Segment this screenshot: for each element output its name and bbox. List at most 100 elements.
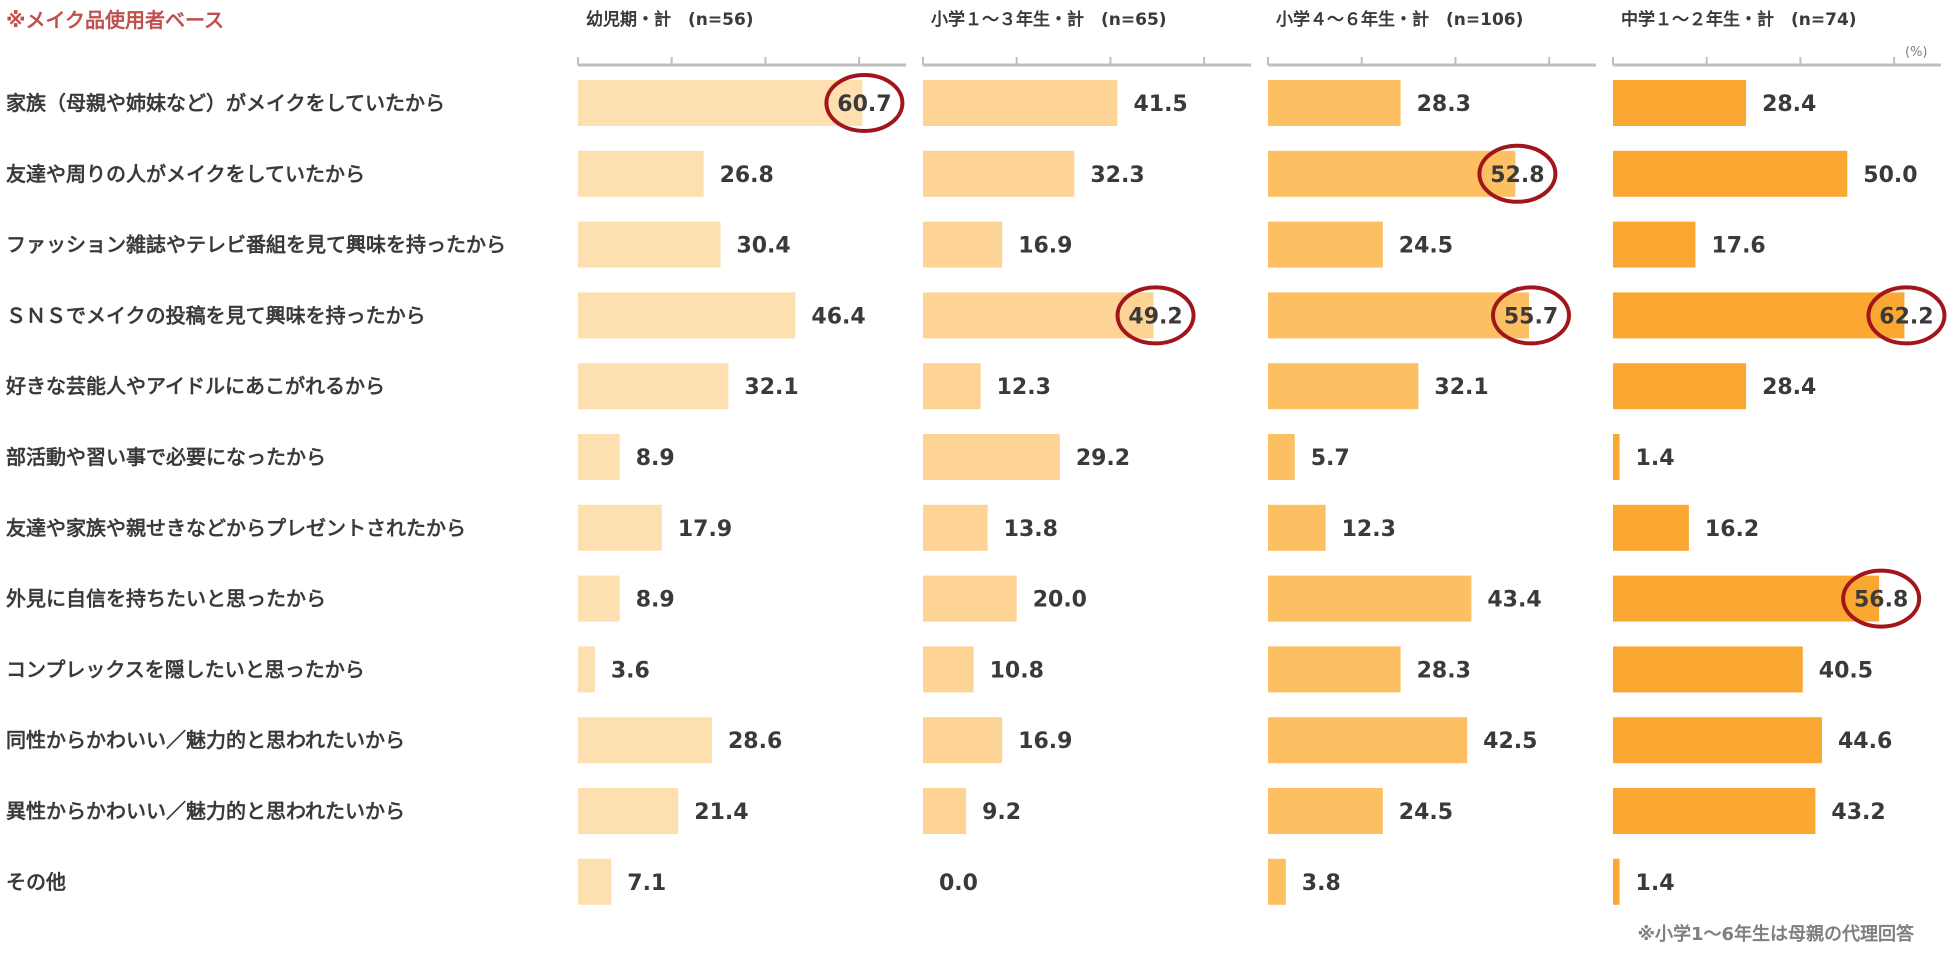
value-label: 62.2 (1879, 304, 1933, 329)
category-label: 異性からかわいい／魅力的と思われたいから (6, 799, 405, 823)
value-label: 41.5 (1133, 92, 1187, 117)
value-label: 24.5 (1399, 234, 1453, 259)
value-label: 30.4 (736, 234, 790, 259)
bar (923, 363, 981, 410)
value-label: 16.2 (1705, 517, 1759, 542)
value-label: 49.2 (1128, 304, 1182, 329)
highlight-circle (1841, 568, 1922, 629)
bar (1268, 504, 1326, 551)
bar (923, 646, 974, 693)
value-label: 26.8 (720, 163, 774, 188)
bar (578, 646, 595, 693)
value-label: 3.6 (611, 658, 650, 683)
category-label: 外見に自信を持ちたいと思ったから (6, 587, 326, 611)
bar (1613, 150, 1848, 197)
panel-title: 小学１～３年生・計 (n=65) (931, 9, 1167, 30)
bar (578, 788, 679, 834)
bar (923, 575, 1017, 622)
bar (1268, 434, 1295, 480)
value-label: 42.5 (1483, 729, 1537, 754)
value-label: 29.2 (1076, 446, 1130, 471)
category-label: その他 (6, 870, 66, 894)
value-label: 44.6 (1838, 729, 1892, 754)
bar (1268, 717, 1468, 764)
category-label: コンプレックスを隠したいと思ったから (6, 657, 365, 681)
bar (923, 80, 1118, 126)
category-label: 家族（母親や姉妹など）がメイクをしていたから (6, 91, 445, 115)
category-label: ＳＮＳでメイクの投稿を見て興味を持ったから (6, 303, 426, 327)
bar (578, 434, 620, 480)
bar (923, 292, 1154, 339)
bar (578, 858, 612, 905)
value-label: 60.7 (837, 92, 891, 117)
value-label: 13.8 (1004, 517, 1058, 542)
value-label: 55.7 (1504, 304, 1558, 329)
panel-title: 小学４～６年生・計 (n=106) (1276, 9, 1523, 30)
value-label: 16.9 (1018, 729, 1072, 754)
bar (1613, 292, 1905, 339)
value-label: 5.7 (1311, 446, 1350, 471)
category-label: 同性からかわいい／魅力的と思われたいから (6, 728, 405, 752)
value-label: 46.4 (811, 304, 865, 329)
value-label: 3.8 (1302, 871, 1341, 896)
bar (1268, 646, 1401, 693)
value-label: 17.9 (678, 517, 732, 542)
bar (1613, 646, 1803, 693)
unit-label: (%) (1905, 45, 1928, 60)
bar (578, 504, 662, 551)
highlight-circle (1477, 143, 1558, 204)
value-label: 28.3 (1417, 658, 1471, 683)
highlight-circle (1866, 285, 1947, 346)
bar (1613, 788, 1816, 834)
bar (1268, 221, 1383, 268)
value-label: 17.6 (1711, 234, 1765, 259)
bar (923, 150, 1075, 197)
bar (1613, 363, 1747, 410)
value-label: 10.8 (990, 658, 1044, 683)
bar (1613, 858, 1620, 905)
category-label: 友達や周りの人がメイクをしていたから (6, 162, 365, 186)
value-label: 28.6 (728, 729, 782, 754)
bar (578, 221, 721, 268)
bar (923, 221, 1003, 268)
category-label: 好きな芸能人やアイドルにあこがれるから (5, 374, 385, 398)
value-label: 0.0 (939, 871, 978, 896)
panel-title: 幼児期・計 (n=56) (586, 9, 754, 30)
value-label: 16.9 (1018, 234, 1072, 259)
highlight-circle (824, 73, 905, 133)
footnote: ※小学1～6年生は母親の代理回答 (1637, 924, 1914, 945)
value-label: 21.4 (694, 800, 748, 825)
panel-title: 中学１～２年生・計 (n=74) (1621, 9, 1857, 30)
bar (1268, 575, 1472, 622)
bar (578, 717, 713, 764)
value-label: 43.4 (1487, 588, 1541, 613)
value-label: 8.9 (636, 588, 675, 613)
bar (1613, 80, 1747, 126)
category-label: 部活動や習い事で必要になったから (6, 445, 326, 469)
highlight-circle (1115, 285, 1196, 346)
bar (1613, 221, 1696, 268)
bar (1268, 150, 1516, 197)
value-label: 1.4 (1636, 446, 1675, 471)
bar (1268, 80, 1401, 126)
bar (1613, 575, 1880, 622)
value-label: 32.1 (744, 375, 798, 400)
value-label: 56.8 (1854, 588, 1908, 613)
value-label: 32.1 (1434, 375, 1488, 400)
highlight-circle (1490, 285, 1571, 346)
value-label: 32.3 (1090, 163, 1144, 188)
category-label: 友達や家族や親せきなどからプレゼントされたから (6, 516, 466, 540)
value-label: 28.4 (1762, 375, 1816, 400)
value-label: 1.4 (1636, 871, 1675, 896)
value-label: 7.1 (627, 871, 666, 896)
bar (923, 504, 988, 551)
bar (1613, 434, 1620, 480)
bar (578, 80, 863, 126)
category-label: ファッション雑誌やテレビ番組を見て興味を持ったから (6, 233, 506, 257)
bar (1613, 717, 1822, 764)
value-label: 20.0 (1033, 588, 1087, 613)
value-label: 43.2 (1831, 800, 1885, 825)
value-label: 50.0 (1863, 163, 1917, 188)
value-label: 8.9 (636, 446, 675, 471)
